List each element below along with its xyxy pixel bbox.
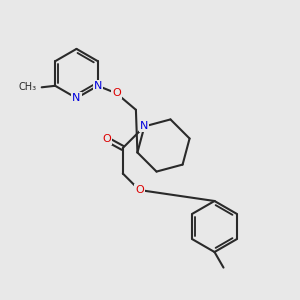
Text: O: O [102, 134, 111, 144]
Text: CH₃: CH₃ [18, 82, 36, 92]
Text: O: O [112, 88, 121, 98]
Text: N: N [94, 81, 102, 91]
Text: O: O [135, 185, 144, 195]
Text: N: N [72, 93, 81, 103]
Text: N: N [140, 122, 148, 131]
